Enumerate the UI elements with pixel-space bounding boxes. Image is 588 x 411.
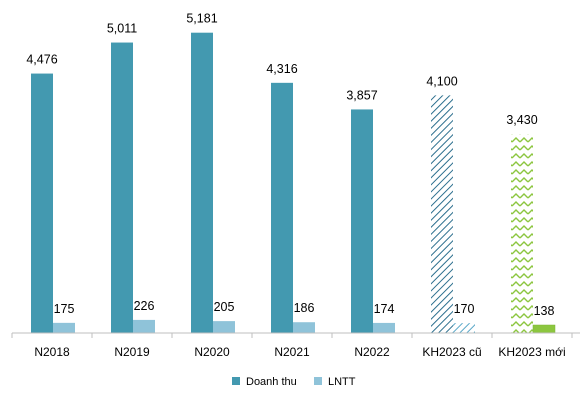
value-label-doanh-thu-n2018: 4,476: [26, 53, 57, 67]
bar-doanh-thu-n2021: [271, 82, 293, 333]
bar-lntt-kh2023-m-i: [532, 324, 556, 334]
bar-doanh-thu-kh2023-m-i: [511, 134, 533, 333]
x-tick-label-n2018: N2018: [34, 345, 70, 359]
value-label-lntt-n2022: 174: [374, 302, 395, 316]
value-label-lntt-kh2023-c: 170: [454, 302, 475, 316]
value-label-doanh-thu-n2022: 3,857: [346, 88, 377, 102]
value-label-doanh-thu-kh2023-c: 4,100: [426, 74, 457, 88]
value-label-lntt-n2020: 205: [214, 300, 235, 314]
legend-label-doanh-thu: Doanh thu: [246, 376, 297, 388]
value-label-doanh-thu-kh2023-m-i: 3,430: [506, 113, 537, 127]
value-label-doanh-thu-n2020: 5,181: [186, 12, 217, 26]
legend-label-lntt: LNTT: [328, 376, 356, 388]
bar-lntt-n2019: [133, 319, 155, 333]
value-label-lntt-n2019: 226: [134, 299, 155, 313]
bar-doanh-thu-n2018: [31, 73, 53, 334]
bars-group: [31, 32, 556, 334]
legend-swatch-lntt: [314, 377, 322, 385]
bar-doanh-thu-n2022: [351, 109, 373, 333]
bar-lntt-n2020: [213, 321, 235, 333]
bar-lntt-n2021: [293, 322, 315, 333]
x-tick-label-n2020: N2020: [194, 345, 230, 359]
bar-doanh-thu-kh2023-c: [431, 95, 453, 333]
value-label-lntt-n2021: 186: [294, 301, 315, 315]
x-tick-label-n2021: N2021: [274, 345, 310, 359]
x-axis-ticks: [11, 333, 573, 338]
legend-swatch-doanh-thu: [232, 377, 240, 385]
x-axis-labels: N2018 N2019 N2020 N2021 N2022 KH2023 cũ KH2023…: [34, 345, 565, 359]
bar-doanh-thu-n2019: [111, 42, 133, 333]
bar-doanh-thu-n2020: [191, 32, 213, 334]
x-tick-label-kh2023-c: KH2023 cũ: [422, 345, 481, 359]
x-tick-label-n2022: N2022: [354, 345, 390, 359]
value-label-doanh-thu-n2021: 4,316: [266, 62, 297, 76]
bar-lntt-n2018: [53, 322, 75, 333]
x-tick-label-kh2023-m-i: KH2023 mới: [498, 345, 565, 359]
legend: Doanh thu LNTT: [232, 376, 356, 388]
value-label-lntt-kh2023-m-i: 138: [534, 304, 555, 318]
bar-lntt-kh2023-c: [453, 323, 475, 333]
x-tick-label-n2019: N2019: [114, 345, 150, 359]
value-labels-group: 4,476 175 5,011 226 5,181 205 4,316 186 3,857 174…: [26, 12, 554, 318]
value-label-lntt-n2018: 175: [54, 302, 75, 316]
bar-lntt-n2022: [373, 322, 395, 333]
value-label-doanh-thu-n2019: 5,011: [107, 22, 137, 36]
